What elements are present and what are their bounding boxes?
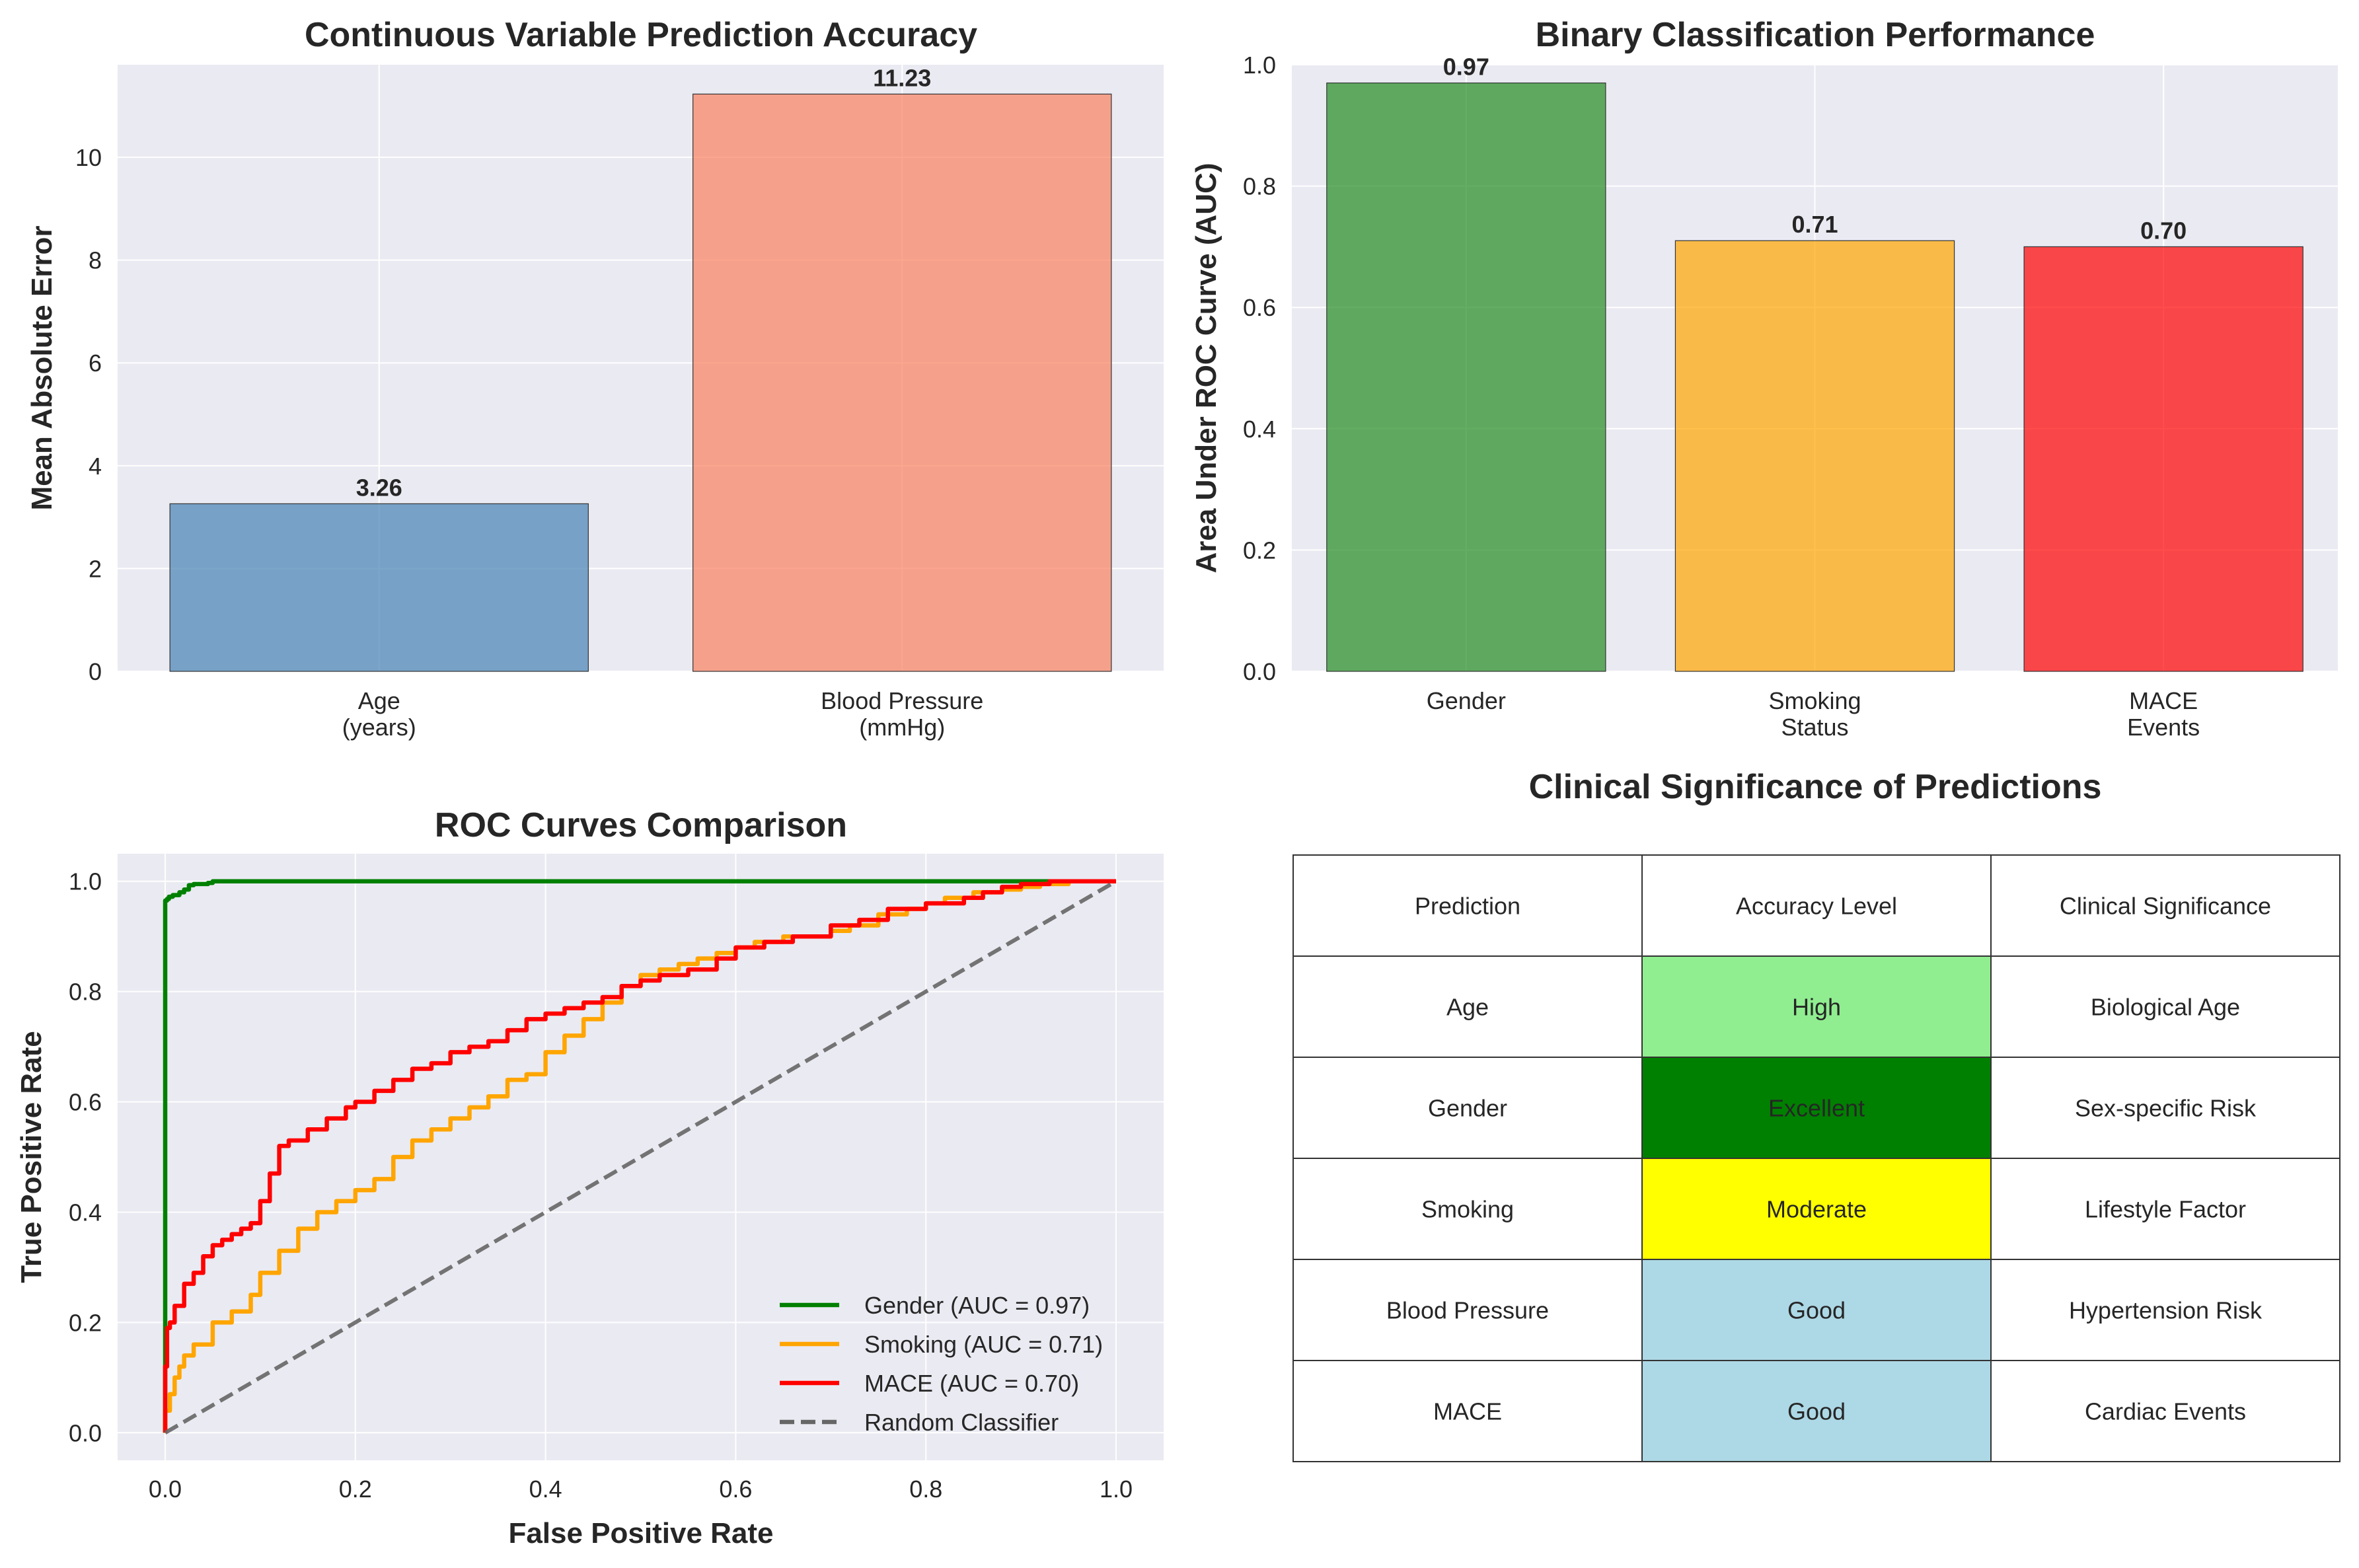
table-cell-text: Cardiac Events bbox=[2085, 1398, 2246, 1425]
table-cell-text: High bbox=[1792, 994, 1841, 1021]
table-cell bbox=[1990, 1259, 2340, 1361]
x-tick-label: Gender bbox=[1427, 687, 1506, 714]
y-tick-label: 1.0 bbox=[1243, 52, 1276, 79]
table-cell bbox=[1990, 955, 2340, 1058]
table-cell bbox=[1292, 1259, 1643, 1361]
bar bbox=[169, 503, 589, 672]
y-tick-label: 0.0 bbox=[1243, 658, 1276, 685]
table-cell bbox=[1641, 1259, 1992, 1361]
y-tick-label: 0.4 bbox=[1243, 416, 1276, 443]
table-header-cell bbox=[1641, 854, 1992, 957]
table-cell bbox=[1990, 1158, 2340, 1260]
table-header-cell bbox=[1292, 854, 1643, 957]
bar bbox=[1326, 82, 1606, 672]
y-tick-label: 0.6 bbox=[1243, 294, 1276, 321]
table-cell bbox=[1292, 955, 1643, 1058]
y-tick-label: 2 bbox=[89, 555, 102, 582]
table-cell-text: Good bbox=[1787, 1398, 1846, 1425]
y-tick-label: 0 bbox=[89, 658, 102, 685]
table-cell bbox=[1292, 1158, 1643, 1260]
bar-value-label: 0.70 bbox=[2140, 217, 2187, 244]
x-tick-label: Smoking Status bbox=[1768, 687, 1861, 741]
y-tick-label: 8 bbox=[89, 247, 102, 274]
roc-series-line bbox=[163, 879, 1116, 1433]
clinical-table: Clinical Significance of Predictions Pre… bbox=[1292, 768, 2340, 1462]
bar bbox=[1674, 240, 1955, 672]
table-cell-text: Gender bbox=[1428, 1095, 1507, 1122]
y-tick-label: 0.8 bbox=[1243, 173, 1276, 200]
y-axis-label: True Positive Rate bbox=[15, 1031, 48, 1283]
legend-label: Smoking (AUC = 0.71) bbox=[864, 1331, 1103, 1358]
table-cell-text: Age bbox=[1446, 994, 1489, 1021]
y-tick-label: 0.6 bbox=[69, 1089, 102, 1116]
table-header-text: Clinical Significance bbox=[2060, 893, 2271, 920]
x-tick-label: 0.8 bbox=[909, 1475, 942, 1503]
x-tick-label: Age (years) bbox=[342, 687, 416, 741]
table-cell-text: Good bbox=[1787, 1297, 1846, 1324]
table-cell bbox=[1641, 1057, 1992, 1159]
x-tick-label: 0.2 bbox=[339, 1475, 372, 1503]
table-cell-text: Smoking bbox=[1421, 1196, 1514, 1223]
bar bbox=[2023, 246, 2303, 672]
auc-bar-chart: Binary Classification Performance Area U… bbox=[1190, 16, 2338, 741]
y-tick-label: 0.8 bbox=[69, 979, 102, 1006]
y-axis-label: Mean Absolute Error bbox=[26, 225, 58, 510]
table-cell-text: MACE bbox=[1433, 1398, 1502, 1425]
y-tick-label: 0.4 bbox=[69, 1199, 102, 1226]
x-tick-label: MACE Events bbox=[2127, 687, 2200, 741]
bar-value-label: 0.97 bbox=[1443, 54, 1489, 81]
table-cell-text: Moderate bbox=[1766, 1196, 1867, 1223]
chart-title: ROC Curves Comparison bbox=[435, 806, 847, 844]
table-cell bbox=[1292, 1360, 1643, 1462]
y-tick-label: 1.0 bbox=[69, 868, 102, 895]
table-cell-text: Excellent bbox=[1768, 1095, 1865, 1122]
table-header-cell bbox=[1990, 854, 2340, 957]
table-cell-text: Hypertension Risk bbox=[2069, 1297, 2263, 1324]
bar-value-label: 3.26 bbox=[356, 474, 402, 501]
x-tick-label: 0.6 bbox=[719, 1475, 752, 1503]
table-cell bbox=[1641, 1360, 1992, 1462]
bar bbox=[693, 93, 1112, 672]
x-tick-label: 0.0 bbox=[149, 1475, 182, 1503]
table-cell-text: Lifestyle Factor bbox=[2085, 1196, 2246, 1223]
x-tick-label: 0.4 bbox=[529, 1475, 562, 1503]
table-cell bbox=[1990, 1360, 2340, 1462]
y-tick-label: 0.2 bbox=[1243, 537, 1276, 564]
x-axis-label: False Positive Rate bbox=[508, 1517, 773, 1549]
x-tick-label: Blood Pressure (mmHg) bbox=[821, 687, 983, 741]
x-tick-label: 1.0 bbox=[1100, 1475, 1133, 1503]
y-tick-label: 0.0 bbox=[69, 1419, 102, 1446]
legend-label: Gender (AUC = 0.97) bbox=[864, 1292, 1090, 1319]
y-tick-label: 0.2 bbox=[69, 1309, 102, 1336]
mae-bar-chart: Continuous Variable Prediction Accuracy … bbox=[26, 16, 1164, 741]
roc-series-line bbox=[163, 879, 1116, 1433]
y-axis-label: Area Under ROC Curve (AUC) bbox=[1190, 163, 1222, 574]
roc-line-chart: ROC Curves Comparison False Positive Rat… bbox=[15, 806, 1164, 1549]
table-cell-text: Blood Pressure bbox=[1386, 1297, 1549, 1324]
table-header-text: Accuracy Level bbox=[1736, 893, 1897, 920]
table-cell bbox=[1641, 955, 1992, 1058]
bar-value-label: 0.71 bbox=[1791, 211, 1838, 238]
bar-value-label: 11.23 bbox=[873, 64, 931, 91]
y-tick-label: 10 bbox=[75, 144, 102, 171]
chart-title: Continuous Variable Prediction Accuracy bbox=[305, 16, 977, 54]
roc-series-line bbox=[163, 879, 1116, 1433]
table-title: Clinical Significance of Predictions bbox=[1529, 768, 2102, 806]
chart-title: Binary Classification Performance bbox=[1536, 16, 2095, 54]
table-header-text: Prediction bbox=[1415, 893, 1520, 920]
table-cell-text: Biological Age bbox=[2091, 994, 2240, 1021]
y-tick-label: 6 bbox=[89, 350, 102, 377]
y-tick-label: 4 bbox=[89, 453, 102, 480]
roc-series-line bbox=[164, 879, 1117, 1435]
table-cell bbox=[1990, 1057, 2340, 1159]
legend-label: MACE (AUC = 0.70) bbox=[864, 1370, 1079, 1397]
legend-label: Random Classifier bbox=[864, 1409, 1059, 1436]
table-cell bbox=[1292, 1057, 1643, 1159]
table-cell bbox=[1641, 1158, 1992, 1260]
table-cell-text: Sex-specific Risk bbox=[2075, 1095, 2257, 1122]
